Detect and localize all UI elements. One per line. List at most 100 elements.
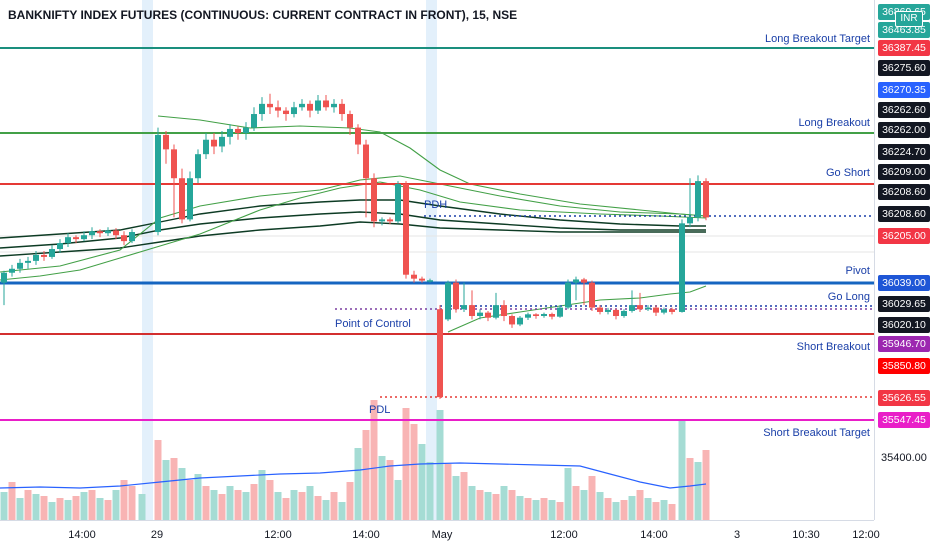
candle-body [549, 313, 555, 317]
candle-body [469, 305, 475, 317]
candle-body [525, 314, 531, 318]
volume-bar [418, 444, 426, 520]
candle-body [485, 312, 491, 318]
candle-body [403, 184, 409, 275]
candle-body [259, 103, 265, 115]
candle-body [307, 103, 313, 111]
volume-bar [234, 490, 242, 520]
level-label: Long Breakout Target [765, 33, 870, 45]
volume-bar [596, 492, 604, 520]
candle-body [81, 235, 87, 240]
candle-body [9, 268, 15, 273]
candle-body [597, 307, 603, 312]
volume-bar [154, 440, 162, 520]
session-band [426, 0, 437, 520]
time-axis-label: 10:30 [792, 529, 820, 541]
chart-title: BANKNIFTY INDEX FUTURES (CONTINUOUS: CUR… [8, 8, 518, 22]
volume-bar [274, 492, 282, 520]
price-axis[interactable]: 36869.6536463.8536387.4536275.6036270.35… [874, 0, 932, 520]
candle-body [661, 309, 667, 313]
volume-bar [604, 498, 612, 520]
volume-bar [64, 500, 72, 520]
volume-bar [128, 486, 136, 520]
volume-bar [678, 420, 686, 520]
candle-body [65, 237, 71, 244]
volume-bar [210, 490, 218, 520]
level-label: PDH [424, 199, 447, 211]
candle-body [363, 144, 369, 179]
volume-bar [80, 492, 88, 520]
volume-bar [322, 500, 330, 520]
currency-badge[interactable]: INR [895, 11, 923, 27]
volume-bar [660, 500, 668, 520]
volume-bar [330, 492, 338, 520]
volume-bar [290, 490, 298, 520]
candle-body [445, 282, 451, 320]
volume-bar [492, 494, 500, 520]
candle-body [211, 139, 217, 147]
volume-bar [556, 502, 564, 520]
candle-body [613, 309, 619, 317]
volume-bar [694, 462, 702, 520]
plot-area[interactable]: Long Breakout Target Long Breakout Go Shor… [0, 0, 874, 520]
price-badge: 36205.00 [878, 228, 930, 244]
volume-bar [370, 400, 378, 520]
volume-bar [48, 502, 56, 520]
candle-body [267, 103, 273, 108]
volume-bar [426, 462, 434, 520]
candle-body [371, 178, 377, 222]
level-label: Point of Control [335, 318, 411, 330]
time-axis-label: 12:00 [550, 529, 578, 541]
volume-bar [120, 480, 128, 520]
volume-bar [644, 498, 652, 520]
time-axis-label: 3 [733, 529, 741, 541]
candle-body [669, 309, 675, 312]
volume-bar [620, 500, 628, 520]
session-band [142, 0, 153, 520]
volume-bar [346, 482, 354, 520]
candle-body [33, 254, 39, 261]
candle-body [243, 127, 249, 133]
candle-body [703, 181, 709, 218]
moving-average-line [0, 221, 706, 257]
volume-bar [668, 504, 676, 520]
moving-average-line [0, 211, 706, 249]
price-badge: 35946.70 [878, 336, 930, 352]
price-badge: 36209.00 [878, 164, 930, 180]
volume-bar [88, 490, 96, 520]
candle-body [331, 103, 337, 108]
volume-bar [170, 458, 178, 520]
moving-average-line [0, 181, 707, 281]
candle-body [171, 149, 177, 179]
candle-body [195, 154, 201, 179]
price-badge: 35626.55 [878, 390, 930, 406]
volume-bar [282, 498, 290, 520]
level-label: Go Long [828, 291, 870, 303]
price-badge: 36208.60 [878, 206, 930, 222]
candle-body [629, 305, 635, 311]
time-axis[interactable]: 14:00 29 12:00 14:00 May 12:00 14:00 3 10:30 12:0… [0, 520, 880, 551]
time-axis-label: 12:00 [264, 529, 292, 541]
candle-body [355, 127, 361, 145]
candle-body [533, 314, 539, 317]
volume-bar [24, 490, 32, 520]
level-label: Short Breakout [797, 341, 870, 353]
volume-bar [524, 498, 532, 520]
volume-bar [56, 498, 64, 520]
volume-bar [652, 502, 660, 520]
volume-bar [32, 494, 40, 520]
volume-bar [362, 430, 370, 520]
volume-bar [686, 458, 694, 520]
candle-body [509, 316, 515, 325]
candle-body [121, 235, 127, 242]
time-axis-label: 14:00 [640, 529, 668, 541]
volume-bar [354, 448, 362, 520]
candle-body [573, 279, 579, 283]
candle-body [653, 307, 659, 313]
candle-body [1, 272, 7, 283]
candle-body [251, 114, 257, 128]
candle-body [453, 282, 459, 310]
time-axis-label: 14:00 [352, 529, 380, 541]
volume-bar [532, 500, 540, 520]
